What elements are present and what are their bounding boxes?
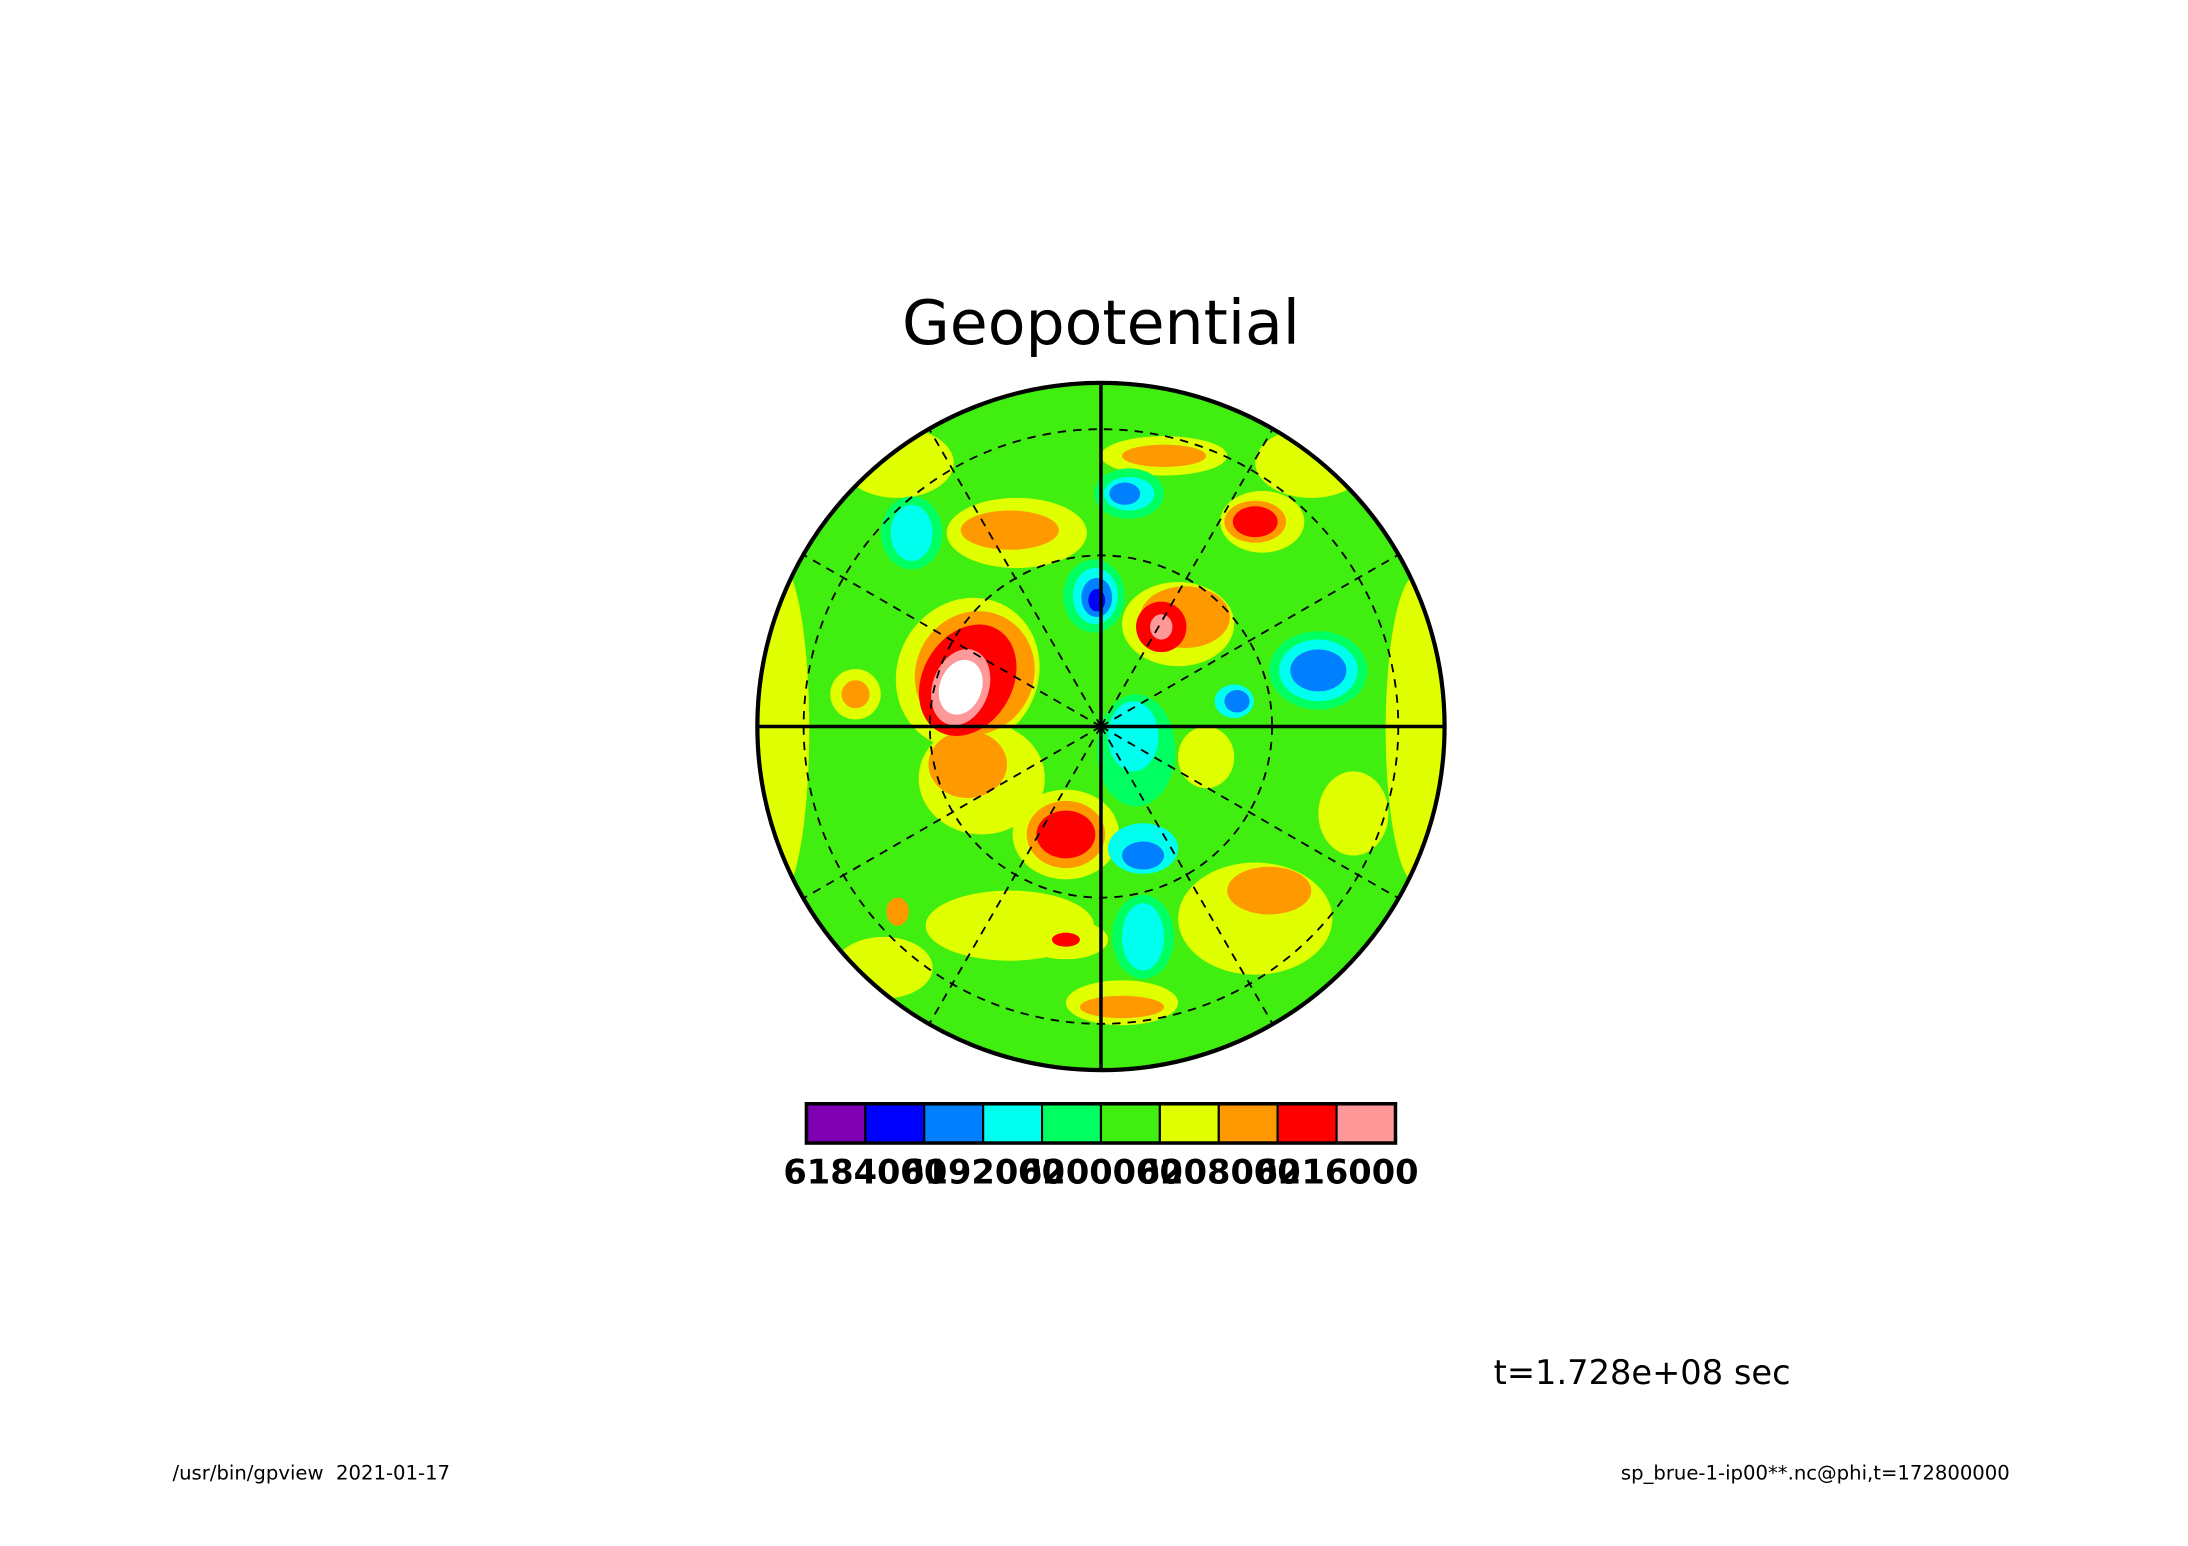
meridian [802,553,1102,728]
colorbar-tick-label: 6200000 [1019,1152,1183,1191]
meridian [928,726,1102,1025]
meridian [1100,725,1399,900]
colorbar-box [982,1102,1044,1145]
colorbar-box [1041,1102,1103,1145]
contour-patch [1109,482,1141,505]
contour-patch [1178,726,1235,789]
footer-left: /usr/bin/gpview 2021-01-17 [173,1462,451,1485]
contour-patch [1224,690,1250,713]
colorbar-box [1099,1102,1161,1145]
meridian [1100,553,1399,728]
chart-title: Geopotential [902,287,1300,359]
meridian [928,428,1102,727]
map-frame [755,380,1447,1073]
plot: Geopotential [173,287,2010,1485]
colorbar-box [805,1102,867,1145]
contour-patch [938,659,983,715]
contour-patch [1232,506,1278,538]
contour-patch [1036,810,1096,859]
contour-patch [1079,995,1165,1019]
contour-patch [886,897,909,926]
contour-patch [928,730,1007,799]
contour-patch [1150,614,1173,640]
meridian [802,725,1102,900]
map-axes [757,382,1445,1071]
colorbar-box [923,1102,985,1145]
contour-patch [1227,866,1312,915]
meridian [1100,726,1274,1025]
contour-patch [1107,701,1159,772]
colorbar-tick-label: 6192000 [901,1152,1065,1191]
annotation: t=1.728e+08 sec [1494,1353,1791,1392]
meridian [1100,428,1274,727]
colorbar-frame [804,1102,1398,1145]
contour-patch [890,504,933,561]
colorbar-box [1276,1102,1338,1145]
contour-patch [1318,771,1389,856]
contour-patch [1122,841,1165,870]
contour-patch [1290,649,1347,692]
colorbar-box [864,1102,926,1145]
contour-patch [1122,444,1207,468]
footer-right: sp_brue-1-ip00**.nc@phi,t=172800000 [1621,1462,2010,1485]
contour-patch [1122,903,1165,971]
contour-patch [841,427,954,498]
colorbar-tick-label: 6208000 [1137,1152,1301,1191]
colorbar-tick-label: 6184000 [783,1152,947,1191]
contour-patch [960,510,1059,550]
field-patches [757,427,1445,1026]
colorbar-box [1158,1102,1220,1145]
contour-patch [834,936,933,999]
colorbar-tick-label: 6216000 [1255,1152,1419,1191]
colorbar-box [1217,1102,1279,1145]
contour-field [757,382,1445,1071]
contour-patch [1385,575,1445,884]
contour-patch [1051,932,1080,947]
contour-patch [841,680,870,709]
colorbar-box [1335,1102,1397,1145]
